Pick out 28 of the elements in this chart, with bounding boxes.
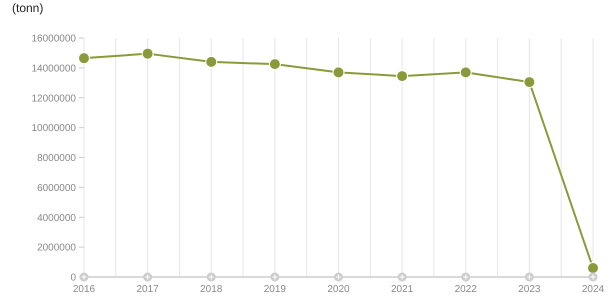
x-tick-label: 2018: [200, 284, 223, 295]
y-tick-label: 2000000: [37, 242, 76, 254]
y-tick-label: 4000000: [37, 212, 76, 224]
y-tick-label: 16000000: [32, 34, 76, 44]
y-tick-label: 14000000: [32, 63, 76, 74]
point: [78, 52, 90, 64]
y-tick-label: 8000000: [37, 153, 76, 164]
y-axis-title: (tonn): [12, 1, 44, 15]
point: [332, 66, 344, 78]
y-tick-label: 6000000: [37, 182, 76, 194]
x-tick-label: 2024: [582, 284, 605, 295]
x-tick-label: 2020: [327, 284, 350, 295]
point: [460, 66, 472, 78]
point: [205, 56, 218, 68]
x-tick-label: 2021: [391, 284, 414, 295]
x-tick-label: 2019: [264, 284, 286, 295]
point: [268, 58, 281, 70]
x-tick-label: 2023: [518, 284, 541, 295]
y-tick-label: 12000000: [32, 93, 76, 104]
point: [523, 76, 536, 88]
point: [587, 262, 599, 274]
point: [396, 70, 408, 82]
x-tick-label: 2016: [72, 284, 96, 295]
x-tick-label: 2017: [136, 284, 160, 295]
y-tick-label: 0: [70, 272, 76, 284]
x-tick-label: 2022: [454, 284, 478, 295]
point: [142, 48, 154, 60]
y-tick-label: 10000000: [32, 123, 76, 134]
